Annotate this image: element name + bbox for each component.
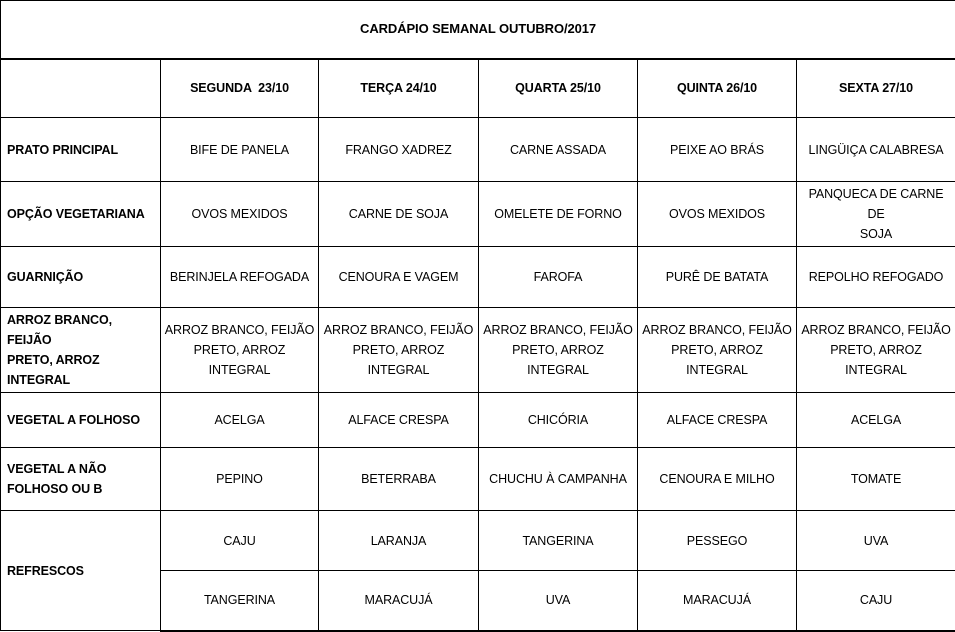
table-row-vegetal-nao-folhoso: VEGETAL A NÃO FOLHOSO OU B PEPINO BETERR…: [1, 448, 955, 511]
menu-cell: ARROZ BRANCO, FEIJÃO PRETO, ARROZ INTEGR…: [161, 308, 319, 393]
header-row: SEGUNDA 23/10 TERÇA 24/10 QUARTA 25/10 Q…: [1, 59, 955, 118]
menu-cell: ACELGA: [161, 393, 319, 448]
menu-cell: BETERRABA: [319, 448, 479, 511]
menu-cell: ARROZ BRANCO, FEIJÃO PRETO, ARROZ INTEGR…: [797, 308, 955, 393]
menu-cell: OVOS MEXIDOS: [161, 182, 319, 247]
day-header-wednesday: QUARTA 25/10: [479, 59, 638, 118]
menu-cell: CARNE DE SOJA: [319, 182, 479, 247]
table-row-vegetal-folhoso: VEGETAL A FOLHOSO ACELGA ALFACE CRESPA C…: [1, 393, 955, 448]
menu-cell: UVA: [797, 511, 955, 571]
menu-cell: BERINJELA REFOGADA: [161, 247, 319, 308]
menu-cell: REPOLHO REFOGADO: [797, 247, 955, 308]
menu-cell: CHICÓRIA: [479, 393, 638, 448]
table-row-opcao-vegetariana: OPÇÃO VEGETARIANA OVOS MEXIDOS CARNE DE …: [1, 182, 955, 247]
menu-cell: LINGÜIÇA CALABRESA: [797, 118, 955, 182]
menu-cell: FRANGO XADREZ: [319, 118, 479, 182]
menu-cell: TOMATE: [797, 448, 955, 511]
corner-cell: [1, 59, 161, 118]
row-label-vegetal-nao-folhoso: VEGETAL A NÃO FOLHOSO OU B: [1, 448, 161, 511]
menu-cell: BIFE DE PANELA: [161, 118, 319, 182]
row-label-guarnicao: GUARNIÇÃO: [1, 247, 161, 308]
menu-cell: OVOS MEXIDOS: [638, 182, 797, 247]
menu-cell: CHUCHU À CAMPANHA: [479, 448, 638, 511]
row-label-refrescos: REFRESCOS: [1, 511, 161, 631]
row-label-vegetal-folhoso: VEGETAL A FOLHOSO: [1, 393, 161, 448]
day-header-thursday: QUINTA 26/10: [638, 59, 797, 118]
menu-cell: CENOURA E MILHO: [638, 448, 797, 511]
menu-cell: ARROZ BRANCO, FEIJÃO PRETO, ARROZ INTEGR…: [638, 308, 797, 393]
row-label-arroz-feijao: ARROZ BRANCO, FEIJÃO PRETO, ARROZ INTEGR…: [1, 308, 161, 393]
menu-cell: CAJU: [161, 511, 319, 571]
table-row-prato-principal: PRATO PRINCIPAL BIFE DE PANELA FRANGO XA…: [1, 118, 955, 182]
title-row: CARDÁPIO SEMANAL OUTUBRO/2017: [1, 1, 955, 59]
menu-cell: ARROZ BRANCO, FEIJÃO PRETO, ARROZ INTEGR…: [319, 308, 479, 393]
day-header-monday: SEGUNDA 23/10: [161, 59, 319, 118]
table-row-arroz-feijao: ARROZ BRANCO, FEIJÃO PRETO, ARROZ INTEGR…: [1, 308, 955, 393]
menu-cell: CARNE ASSADA: [479, 118, 638, 182]
menu-cell: ALFACE CRESPA: [638, 393, 797, 448]
row-label-opcao-vegetariana: OPÇÃO VEGETARIANA: [1, 182, 161, 247]
row-label-prato-principal: PRATO PRINCIPAL: [1, 118, 161, 182]
menu-cell: PANQUECA DE CARNE DE SOJA: [797, 182, 955, 247]
menu-cell: ALFACE CRESPA: [319, 393, 479, 448]
menu-cell: PEPINO: [161, 448, 319, 511]
menu-cell: LARANJA: [319, 511, 479, 571]
menu-cell: PURÊ DE BATATA: [638, 247, 797, 308]
table-row-refrescos-1: REFRESCOS CAJU LARANJA TANGERINA PESSEGO…: [1, 511, 955, 571]
menu-cell: ARROZ BRANCO, FEIJÃO PRETO, ARROZ INTEGR…: [479, 308, 638, 393]
table-row-guarnicao: GUARNIÇÃO BERINJELA REFOGADA CENOURA E V…: [1, 247, 955, 308]
menu-cell: TANGERINA: [479, 511, 638, 571]
menu-cell: ACELGA: [797, 393, 955, 448]
menu-cell: PESSEGO: [638, 511, 797, 571]
page-title: CARDÁPIO SEMANAL OUTUBRO/2017: [1, 1, 955, 59]
day-header-tuesday: TERÇA 24/10: [319, 59, 479, 118]
menu-cell: OMELETE DE FORNO: [479, 182, 638, 247]
menu-cell: FAROFA: [479, 247, 638, 308]
menu-cell: PEIXE AO BRÁS: [638, 118, 797, 182]
menu-cell: CENOURA E VAGEM: [319, 247, 479, 308]
day-header-friday: SEXTA 27/10: [797, 59, 955, 118]
